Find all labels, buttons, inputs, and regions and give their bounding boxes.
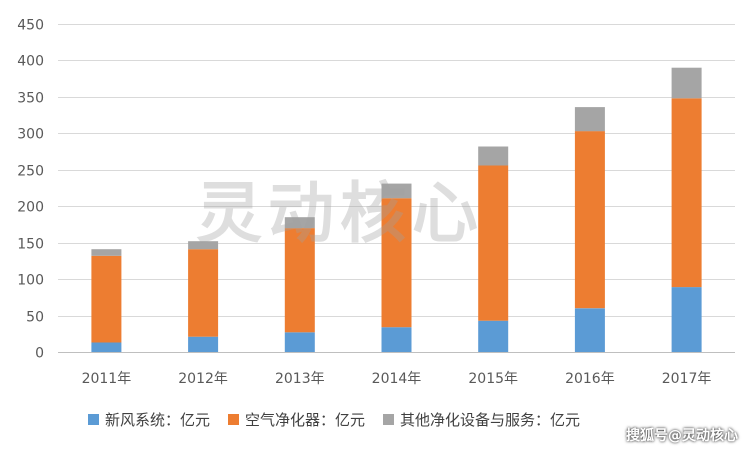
x-tick-label: 2014年 xyxy=(372,371,422,387)
bar-segment-other-devices xyxy=(284,217,315,229)
bar-segment-fresh-air xyxy=(574,308,605,352)
x-tick-label: 2017年 xyxy=(662,371,712,387)
legend-item-air-purifier: 空气净化器：亿元 xyxy=(228,409,365,430)
bar-segment-fresh-air xyxy=(188,336,219,352)
legend-item-other-devices: 其他净化设备与服务：亿元 xyxy=(383,409,580,430)
bar-segment-air-purifier xyxy=(478,165,509,321)
y-tick-label: 300 xyxy=(17,127,44,143)
bar-segment-air-purifier xyxy=(91,255,122,343)
bar-segment-air-purifier xyxy=(671,98,702,288)
legend-swatch-air-purifier xyxy=(228,414,240,425)
bar-segment-air-purifier xyxy=(284,228,315,333)
bar-segment-fresh-air xyxy=(671,287,702,352)
x-tick-label: 2012年 xyxy=(178,371,228,387)
legend-label-other-devices: 其他净化设备与服务：亿元 xyxy=(400,411,581,429)
bar-segment-fresh-air xyxy=(91,342,122,352)
legend-label-fresh-air: 新风系统：亿元 xyxy=(105,411,211,429)
x-tick-label: 2016年 xyxy=(565,371,615,387)
bar-segment-other-devices xyxy=(671,67,702,99)
x-tick-label: 2013年 xyxy=(275,371,325,387)
x-tick-label: 2015年 xyxy=(468,371,518,387)
bar-segment-air-purifier xyxy=(188,249,219,337)
legend-swatch-fresh-air xyxy=(88,414,99,425)
bar-segment-other-devices xyxy=(478,146,509,166)
bar-segment-fresh-air xyxy=(284,332,315,352)
legend-label-air-purifier: 空气净化器：亿元 xyxy=(245,411,366,429)
legend-item-fresh-air: 新风系统：亿元 xyxy=(88,409,210,430)
legend-swatch-other-devices xyxy=(383,414,395,425)
y-tick-label: 250 xyxy=(17,164,44,180)
chart-legend: 新风系统：亿元 空气净化器：亿元 其他净化设备与服务：亿元 xyxy=(88,409,580,430)
y-tick-label: 50 xyxy=(26,310,44,326)
bar-segment-fresh-air xyxy=(478,320,509,352)
y-tick-label: 400 xyxy=(17,54,44,70)
x-axis-ticks: 2011年 2012年 2013年 2014年 2015年 2016年 2017年 xyxy=(82,371,712,387)
bar-segment-other-devices xyxy=(381,183,412,199)
y-tick-label: 150 xyxy=(17,237,44,253)
bar-segment-air-purifier xyxy=(574,131,605,309)
y-tick-label: 350 xyxy=(17,91,44,107)
bar-segment-air-purifier xyxy=(381,198,412,328)
y-tick-label: 200 xyxy=(17,200,44,216)
y-tick-label: 100 xyxy=(17,273,44,289)
x-tick-label: 2011年 xyxy=(82,371,132,387)
y-axis-ticks: 0 50 100 150 200 250 300 350 400 450 xyxy=(17,18,44,362)
y-tick-label: 450 xyxy=(17,18,44,34)
bar-segment-other-devices xyxy=(91,249,122,256)
bar-segment-other-devices xyxy=(188,241,219,250)
y-tick-label: 0 xyxy=(35,346,44,362)
bars xyxy=(91,67,702,352)
source-watermark: 搜狐号@灵动核心 xyxy=(626,428,738,444)
bar-segment-fresh-air xyxy=(381,327,412,352)
bar-segment-other-devices xyxy=(574,107,605,132)
